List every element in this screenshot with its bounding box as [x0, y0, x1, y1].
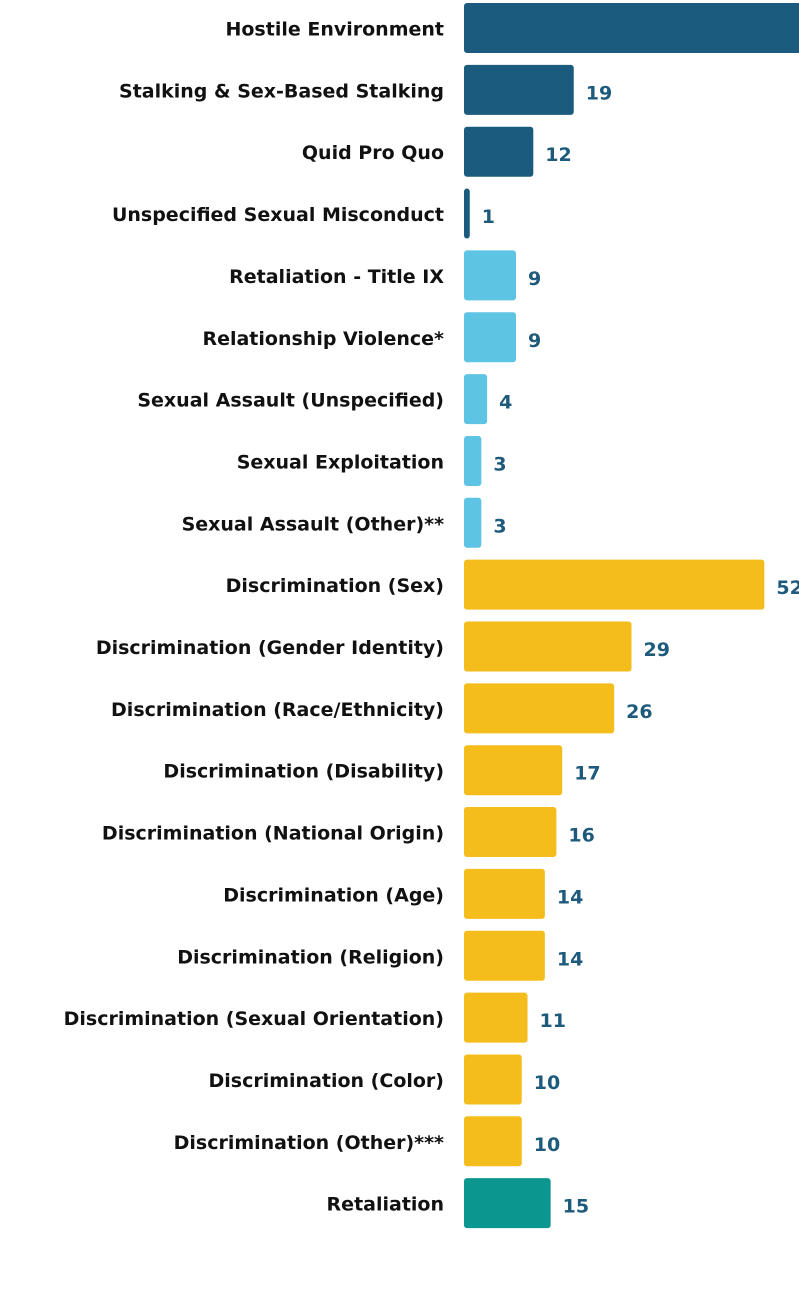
bar: [464, 312, 516, 363]
value-label: 19: [586, 82, 612, 104]
category-label: Discrimination (Age): [223, 884, 444, 906]
category-label: Unspecified Sexual Misconduct: [112, 204, 444, 226]
bar: [464, 3, 799, 53]
category-label: Retaliation: [327, 1194, 444, 1216]
category-label: Stalking & Sex-Based Stalking: [119, 80, 444, 102]
bar: [464, 64, 574, 115]
category-label: Relationship Violence*: [202, 328, 444, 350]
bar: [464, 1054, 522, 1105]
bar: [464, 930, 545, 981]
bar: [464, 1178, 551, 1229]
bar: [464, 868, 545, 919]
value-label: 1: [482, 206, 495, 228]
category-label: Discrimination (Color): [209, 1070, 445, 1092]
category-label: Quid Pro Quo: [302, 142, 444, 164]
value-label: 3: [493, 453, 506, 475]
value-label: 10: [534, 1134, 560, 1156]
value-label: 15: [563, 1196, 589, 1218]
category-label: Sexual Exploitation: [237, 451, 444, 473]
value-label: 26: [626, 701, 652, 723]
bar: [464, 126, 534, 177]
value-label: 10: [534, 1072, 560, 1094]
value-label: 14: [557, 886, 583, 908]
value-label: 52: [776, 577, 799, 599]
bar: [464, 250, 516, 301]
value-label: 17: [574, 763, 600, 785]
category-label: Discrimination (Sex): [226, 575, 444, 597]
category-label: Discrimination (Other)***: [174, 1132, 444, 1154]
value-label: 11: [540, 1010, 566, 1032]
value-label: 4: [499, 392, 512, 414]
category-label: Discrimination (National Origin): [102, 823, 444, 845]
category-label: Sexual Assault (Unspecified): [137, 390, 444, 412]
bar: [464, 188, 470, 239]
bar: [464, 374, 488, 425]
category-label: Hostile Environment: [225, 19, 444, 41]
bar: [464, 559, 765, 610]
category-label: Discrimination (Sexual Orientation): [64, 1008, 444, 1030]
category-label: Sexual Assault (Other)**: [182, 513, 445, 535]
bar: [464, 683, 615, 734]
category-label: Retaliation - Title IX: [229, 266, 444, 288]
value-label: 9: [528, 330, 541, 352]
category-label: Discrimination (Race/Ethnicity): [111, 699, 444, 721]
category-label: Discrimination (Religion): [177, 946, 444, 968]
value-label: 9: [528, 268, 541, 290]
value-label: 14: [557, 948, 583, 970]
bar: [464, 435, 482, 486]
category-label: Discrimination (Disability): [163, 761, 444, 783]
bar: [464, 745, 563, 796]
value-label: 3: [493, 515, 506, 537]
value-label: 12: [545, 144, 571, 166]
bar: [464, 497, 482, 548]
value-label: 16: [568, 825, 594, 847]
bar: [464, 992, 528, 1043]
value-label: 29: [644, 639, 670, 661]
category-label: Discrimination (Gender Identity): [96, 637, 444, 659]
bar: [464, 807, 557, 858]
bar: [464, 621, 632, 672]
bar: [464, 1116, 522, 1167]
